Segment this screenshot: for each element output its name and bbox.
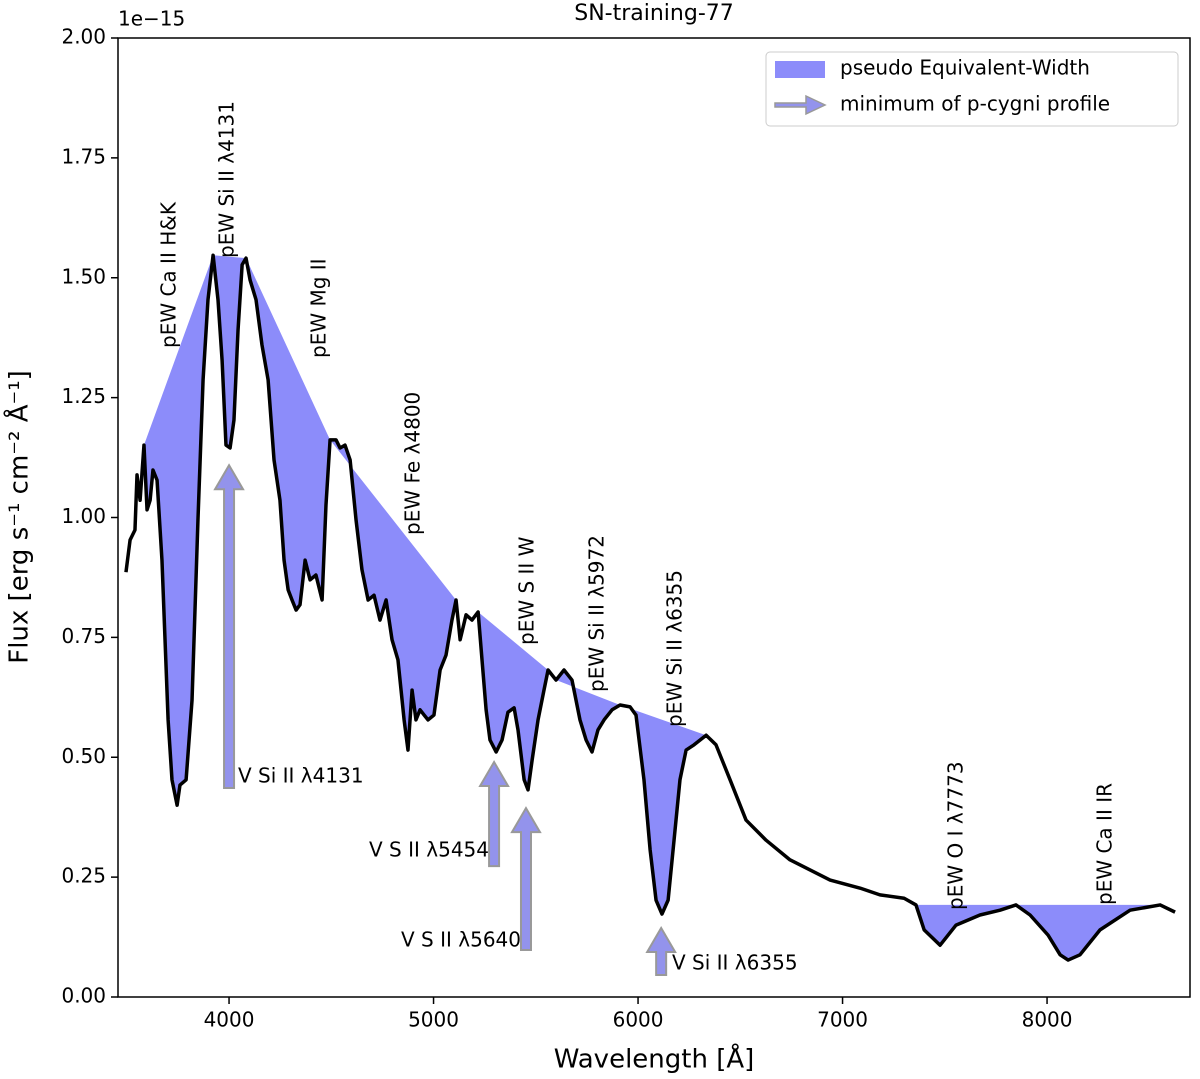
velocity-arrow: [213, 463, 245, 789]
region-label: pEW Si II λ4131: [215, 101, 239, 258]
y-tick-label: 1.00: [61, 504, 106, 528]
region-label: pEW Mg II: [307, 258, 331, 358]
x-tick-label: 8000: [1022, 1008, 1073, 1032]
region-label: pEW O I λ7773: [944, 761, 968, 910]
pew-region: [213, 255, 247, 448]
legend-box: [765, 51, 1179, 127]
velocity-arrow: [478, 760, 510, 868]
pew-region: [330, 439, 457, 751]
legend-label: pseudo Equivalent-Width: [840, 56, 1090, 80]
x-tick-label: 6000: [613, 1008, 664, 1032]
y-tick-label: 1.25: [61, 384, 106, 408]
offset-text: 1e−15: [118, 7, 185, 31]
y-tick-label: 2.00: [61, 25, 106, 49]
legend-patch: [775, 61, 825, 78]
pew-region: [478, 611, 549, 790]
legend-label: minimum of p-cygni profile: [840, 92, 1110, 116]
region-label: pEW Ca II H&K: [157, 201, 181, 348]
y-tick-label: 0.00: [61, 984, 106, 1008]
region-label: pEW Ca II IR: [1093, 783, 1117, 905]
region-label: pEW S II W: [515, 536, 539, 645]
x-axis-label: Wavelength [Å]: [554, 1043, 755, 1075]
y-tick-label: 1.75: [61, 144, 106, 168]
y-tick-label: 0.25: [61, 864, 106, 888]
spectrum-line: [124, 253, 1176, 962]
arrow-label: V S II λ5640: [401, 928, 521, 952]
pew-region: [556, 669, 621, 752]
arrow-label: V Si II λ6355: [672, 951, 798, 975]
arrow-label: V S II λ5454: [369, 838, 489, 862]
arrow-label: V Si II λ4131: [238, 764, 364, 788]
legend-arrow: [774, 94, 827, 116]
pew-region: [143, 255, 214, 806]
pew-region: [620, 704, 707, 915]
region-label: pEW Si II λ6355: [663, 570, 687, 727]
chart-title: SN-training-77: [574, 1, 734, 26]
y-tick-label: 1.50: [61, 264, 106, 288]
y-axis-label: Flux [erg s⁻¹ cm⁻² Å⁻¹]: [3, 370, 35, 664]
pew-region: [915, 904, 1016, 946]
y-tick-label: 0.50: [61, 744, 106, 768]
pew-region: [1015, 904, 1161, 961]
velocity-arrow: [645, 925, 677, 976]
pew-region: [246, 258, 331, 611]
x-tick-label: 4000: [204, 1008, 255, 1032]
x-tick-label: 5000: [408, 1008, 459, 1032]
region-label: pEW Fe λ4800: [401, 392, 425, 535]
x-tick-label: 7000: [817, 1008, 868, 1032]
y-tick-label: 0.75: [61, 624, 106, 648]
region-label: pEW Si II λ5972: [585, 535, 609, 692]
velocity-arrow: [510, 806, 542, 952]
